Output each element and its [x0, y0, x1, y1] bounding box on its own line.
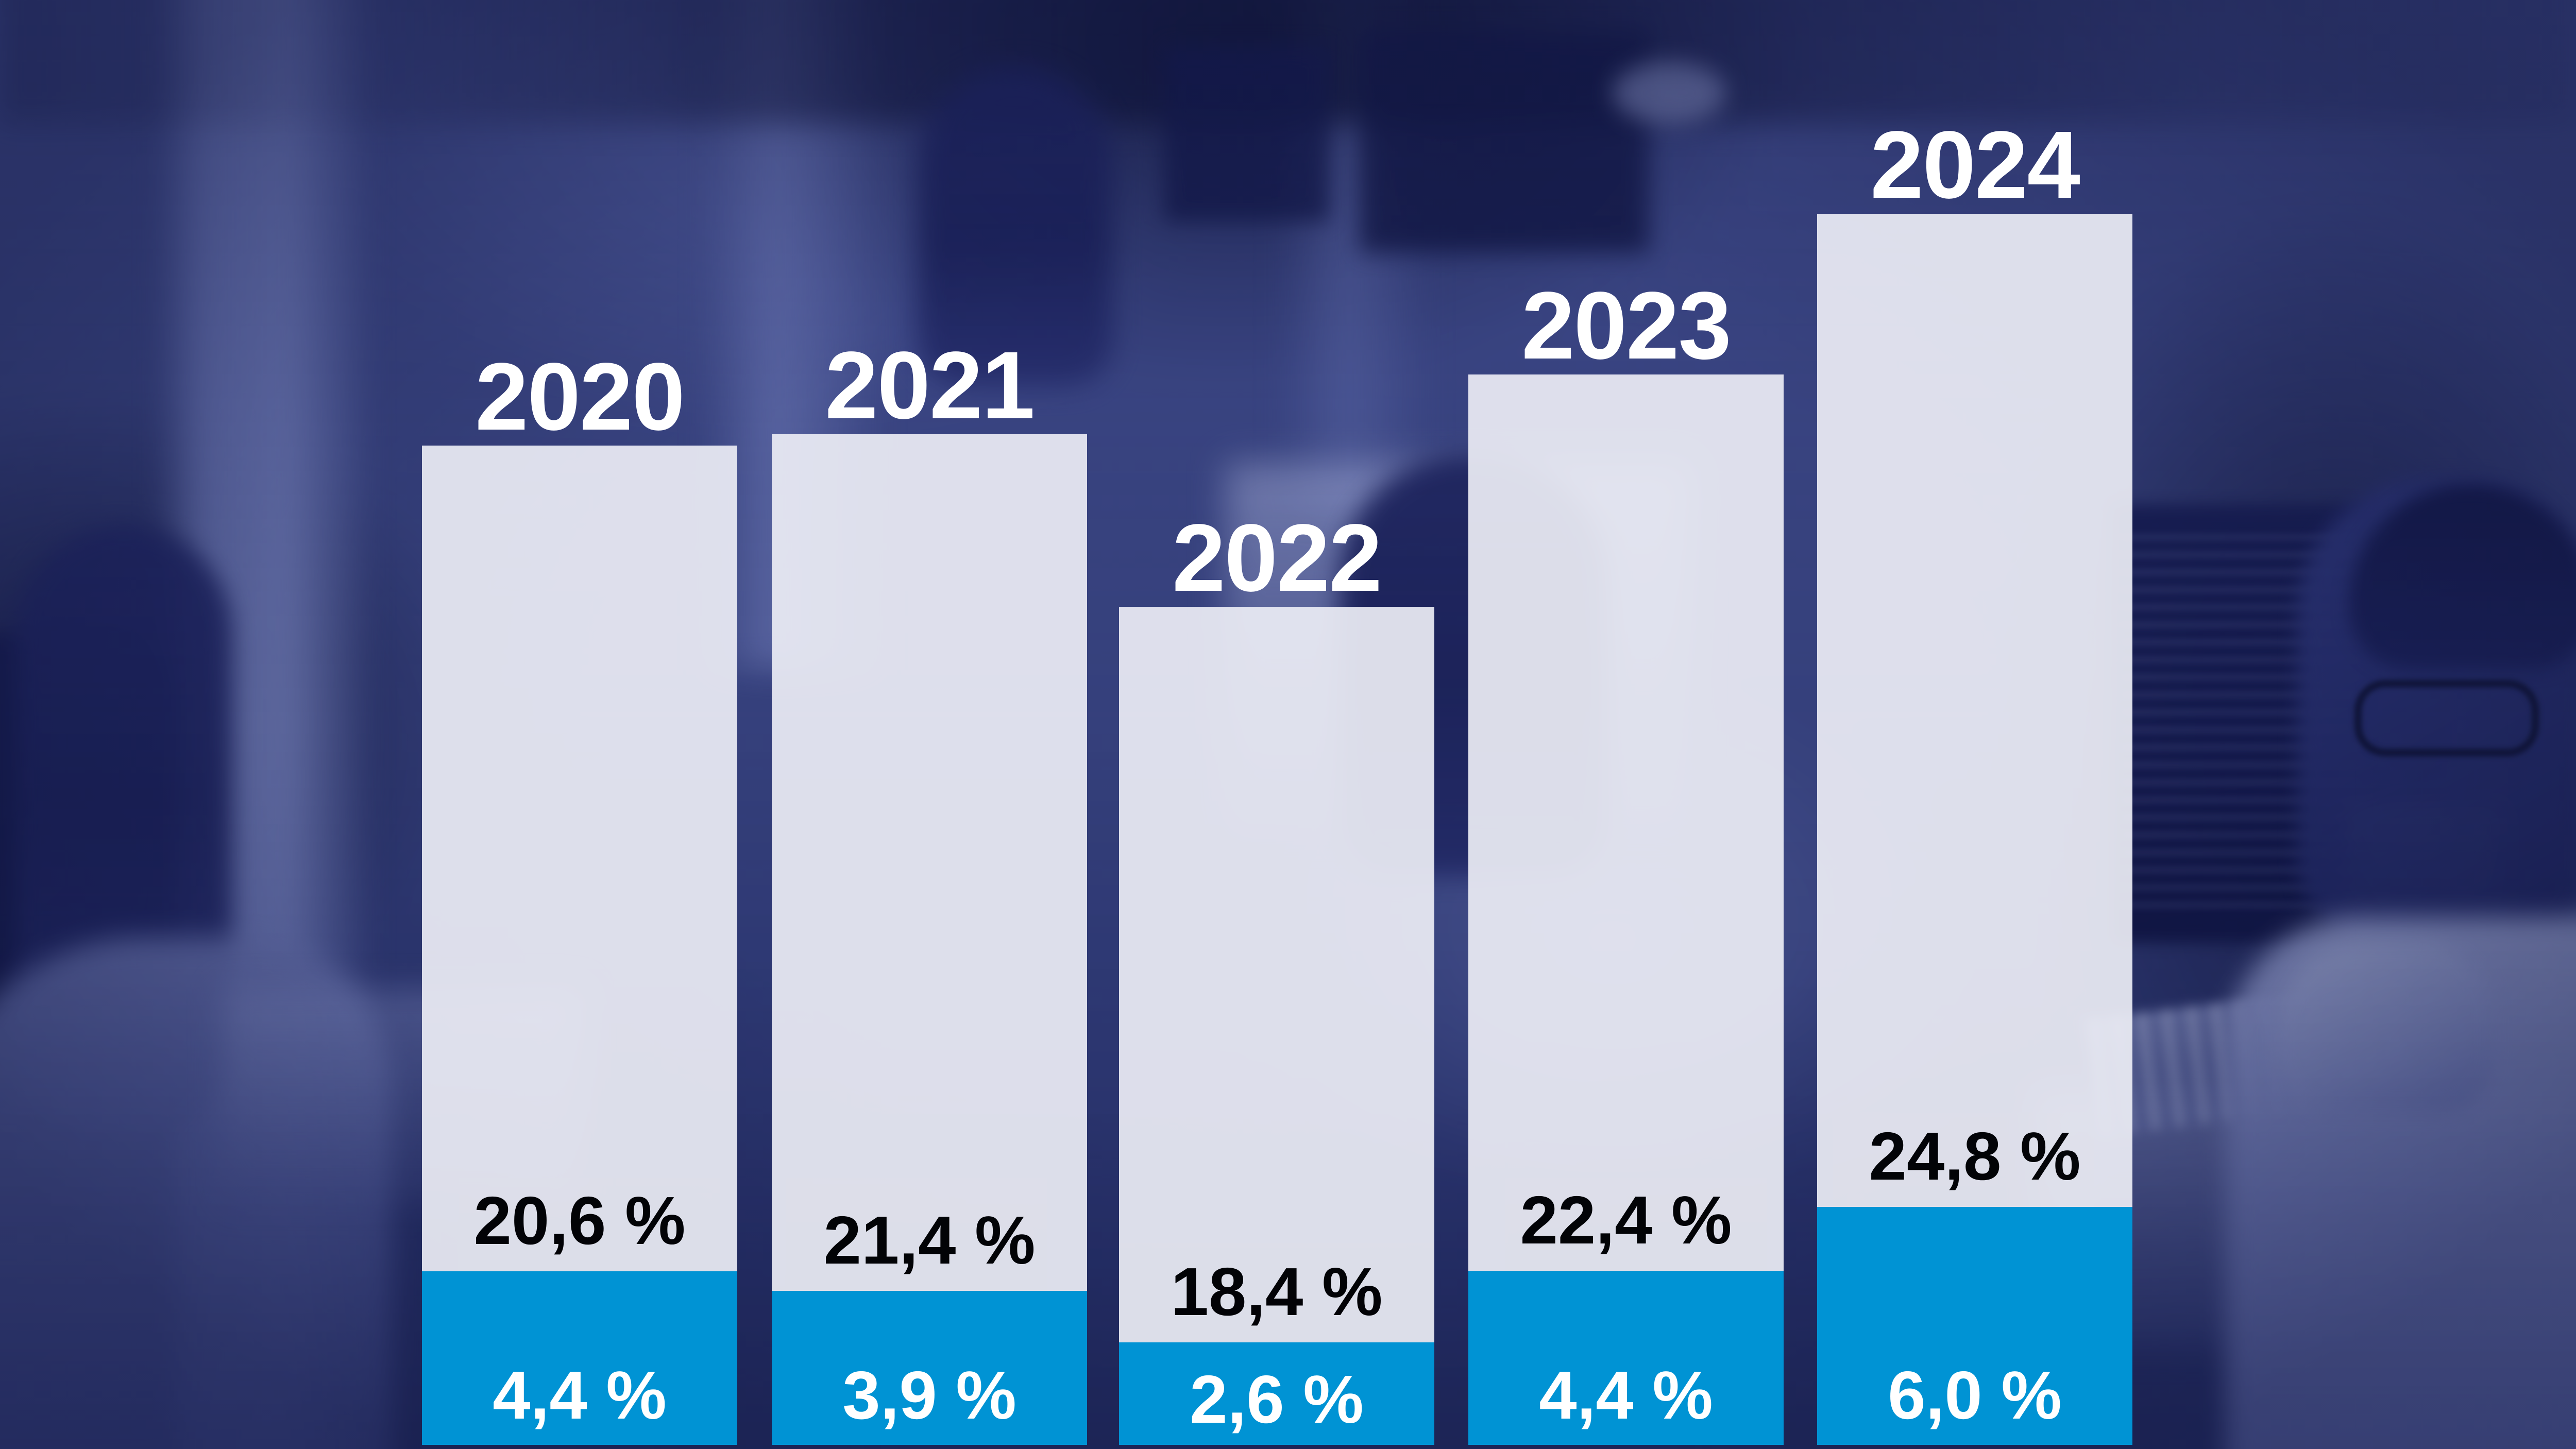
bar-value-top-2020: 20,6 % [473, 1183, 686, 1258]
foreground-person-right-hand [2277, 943, 2494, 1113]
bar-2023[interactable]: 22,4 % 4,4 % [1468, 374, 1784, 1445]
bar-value-bottom-2020: 4,4 % [493, 1357, 667, 1433]
bar-value-top-2023: 22,4 % [1520, 1182, 1732, 1258]
bar-year-label-2021: 2021 [825, 332, 1035, 439]
bar-segment-bottom-2023: 4,4 % [1468, 1271, 1784, 1445]
bar-segment-bottom-2024: 6,0 % [1817, 1207, 2132, 1445]
bar-value-bottom-2021: 3,9 % [842, 1357, 1016, 1433]
background-monitor-far-center [1360, 31, 1649, 252]
bar-2021[interactable]: 21,4 % 3,9 % [772, 434, 1087, 1445]
bar-value-bottom-2022: 2,6 % [1190, 1361, 1364, 1437]
bar-value-top-2024: 24,8 % [1869, 1118, 2081, 1194]
bar-year-label-2024: 2024 [1870, 112, 2080, 218]
bar-year-label-2020: 2020 [475, 344, 685, 450]
bar-2020[interactable]: 20,6 % 4,4 % [422, 446, 737, 1445]
bar-2024[interactable]: 24,8 % 6,0 % [1817, 214, 2132, 1445]
bar-segment-top-2021: 21,4 % [772, 434, 1087, 1291]
background-lamp [1613, 62, 1726, 124]
bar-segment-bottom-2022: 2,6 % [1119, 1342, 1434, 1445]
bar-segment-top-2023: 22,4 % [1468, 374, 1784, 1271]
bar-year-label-2023: 2023 [1521, 272, 1732, 379]
bar-value-top-2021: 21,4 % [823, 1202, 1036, 1278]
bar-year-label-2022: 2022 [1172, 505, 1382, 611]
background-monitor-far-left [1164, 46, 1329, 221]
bar-segment-bottom-2021: 3,9 % [772, 1291, 1087, 1445]
bar-segment-top-2022: 18,4 % [1119, 607, 1434, 1342]
bar-value-top-2022: 18,4 % [1171, 1254, 1383, 1329]
bar-segment-top-2024: 24,8 % [1817, 214, 2132, 1207]
bar-segment-top-2020: 20,6 % [422, 446, 737, 1271]
bar-segment-bottom-2020: 4,4 % [422, 1271, 737, 1445]
bar-value-bottom-2024: 6,0 % [1888, 1357, 2062, 1433]
bar-value-bottom-2023: 4,4 % [1539, 1357, 1713, 1433]
background-person-back-center [917, 67, 1113, 386]
bar-2022[interactable]: 18,4 % 2,6 % [1119, 607, 1434, 1445]
